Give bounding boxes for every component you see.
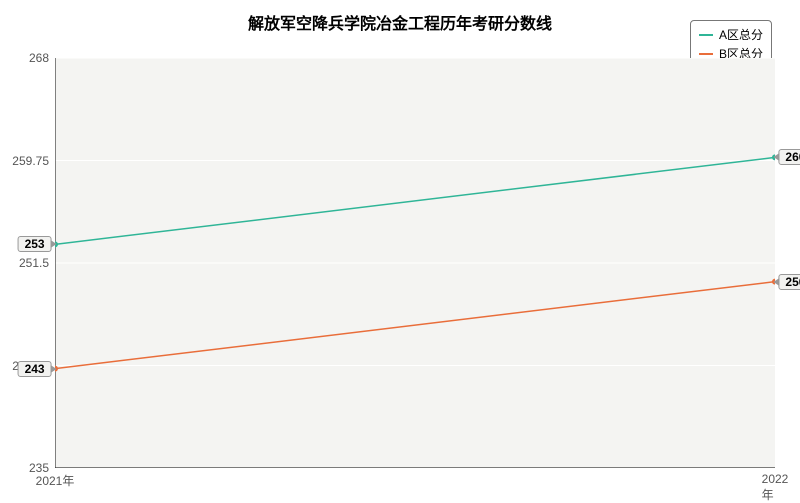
data-point-label: 260 <box>778 149 800 165</box>
legend-item-a: A区总分 <box>699 25 763 44</box>
y-tick-label: 251.5 <box>19 256 55 270</box>
plot-area: 235243.25251.5259.752682021年2022年2532602… <box>55 58 775 468</box>
data-point-label: 250 <box>778 274 800 290</box>
chart-title: 解放军空降兵学院冶金工程历年考研分数线 <box>0 10 800 34</box>
y-tick-label: 268 <box>29 51 55 65</box>
y-tick-label: 259.75 <box>12 154 55 168</box>
legend-swatch-a <box>699 34 713 36</box>
legend-label-a: A区总分 <box>719 26 763 43</box>
data-point-label: 243 <box>18 361 52 377</box>
x-tick-label: 2021年 <box>36 468 75 489</box>
plot-svg <box>55 58 775 468</box>
data-point-label: 253 <box>18 236 52 252</box>
x-tick-label: 2022年 <box>762 468 789 503</box>
chart-container: 解放军空降兵学院冶金工程历年考研分数线 A区总分 B区总分 235243.252… <box>0 0 800 500</box>
legend-swatch-b <box>699 53 713 55</box>
